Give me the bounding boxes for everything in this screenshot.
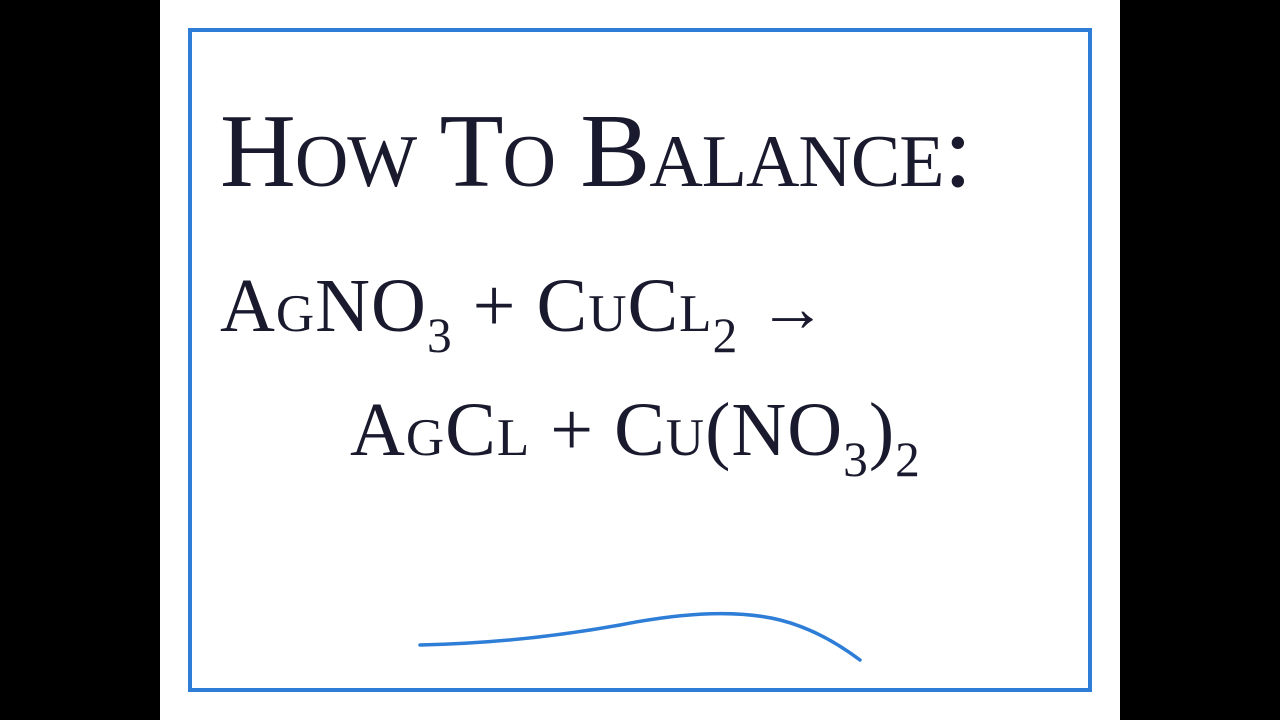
plus-sign: + [473, 264, 517, 348]
equation-products-line: AgCl + Cu(NO3)2 [350, 370, 1060, 494]
decorative-flourish [400, 595, 880, 665]
plus-sign: + [550, 388, 594, 472]
reaction-arrow: → [758, 270, 827, 346]
slide-container: How to Balance: AgNO3 + CuCl2 → AgCl + C… [160, 0, 1120, 720]
equation-reactants-line: AgNO3 + CuCl2 → [220, 246, 1060, 370]
slide-title: How to Balance: [220, 90, 1060, 211]
reactant-1: AgNO3 [220, 264, 453, 348]
reactant-2: CuCl2 [537, 264, 739, 348]
product-2: Cu(NO3)2 [614, 388, 921, 472]
product-1: AgCl [350, 388, 530, 472]
content-area: How to Balance: AgNO3 + CuCl2 → AgCl + C… [220, 90, 1060, 494]
